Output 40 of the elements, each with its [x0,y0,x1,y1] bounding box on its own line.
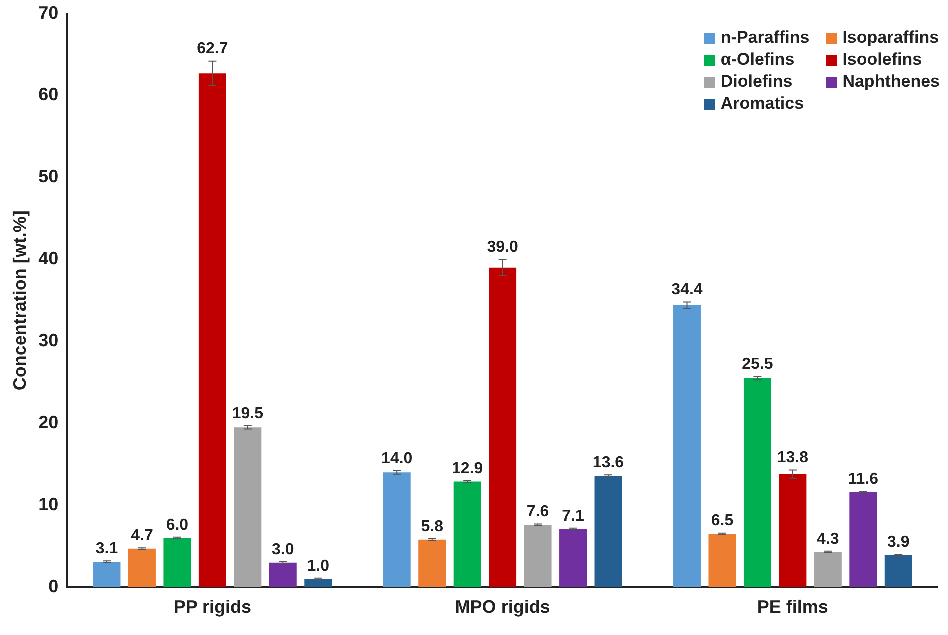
data-label: 14.0 [382,450,413,468]
data-label: 4.3 [817,530,840,548]
data-label: 5.8 [421,518,444,536]
data-label: 11.6 [848,470,879,488]
y-tick-label: 40 [38,248,59,269]
data-label: 25.5 [742,356,774,374]
legend-label: n-Paraffins [720,28,810,48]
data-label: 39.0 [487,239,518,256]
data-label: 7.6 [526,504,550,521]
data-label: 7.1 [562,508,584,525]
data-label: 3.1 [96,540,118,558]
data-label: 13.6 [592,454,624,472]
data-label: 4.7 [131,527,154,544]
data-label: 6.5 [711,512,734,530]
legend-label: α-Olefins [720,50,795,70]
data-label: 3.9 [888,534,910,552]
y-axis-title: Concentration [wt.%] [10,210,30,391]
x-tick-label: PE films [757,597,828,618]
data-label: 1.0 [307,558,330,575]
legend-label: Isoolefins [842,50,922,70]
legend-label: Diolefins [720,72,793,92]
data-label: 12.9 [452,460,484,478]
x-tick-label: MPO rigids [455,597,550,618]
y-tick-label: 0 [48,576,59,596]
y-tick-label: 70 [38,2,59,23]
data-label: 62.7 [197,40,228,58]
data-label: 34.4 [672,282,703,299]
data-label: 6.0 [166,516,189,534]
legend-label: Isoparaffins [842,28,940,48]
data-label: 3.0 [272,541,294,558]
legend-label: Aromatics [720,94,804,114]
data-label: 19.5 [232,405,264,422]
x-tick-label: PP rigids [174,597,252,618]
legend-label: Naphthenes [842,72,940,92]
y-tick-label: 20 [38,412,59,432]
y-tick-label: 30 [38,330,59,351]
data-label: 13.8 [777,450,809,467]
y-tick-label: 50 [38,166,59,187]
y-tick-label: 60 [38,84,59,105]
y-tick-label: 10 [38,494,59,514]
